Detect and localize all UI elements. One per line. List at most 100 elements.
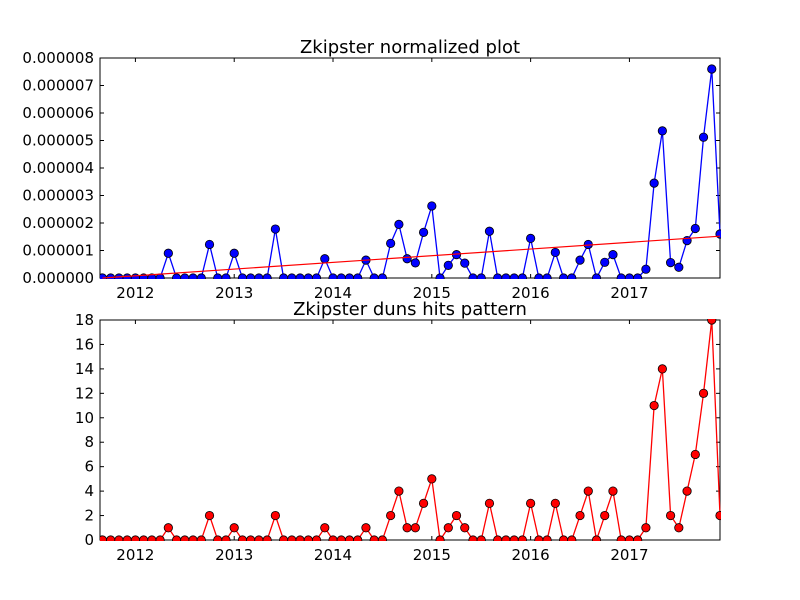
duns-y-tick-label: 12: [75, 384, 94, 402]
duns-data-point: [362, 524, 370, 532]
normalized-y-tick-label: 0.000008: [22, 49, 94, 67]
normalized-data-point: [370, 274, 378, 282]
normalized-data-point: [403, 255, 411, 263]
normalized-data-point: [535, 274, 543, 282]
duns-y-tick-label: 16: [75, 335, 94, 353]
normalized-data-point: [164, 249, 172, 257]
normalized-data-point: [666, 258, 674, 266]
duns-data-point: [502, 536, 510, 544]
duns-data-point: [205, 511, 213, 519]
duns-data-point: [535, 536, 543, 544]
duns-data-point: [197, 536, 205, 544]
duns-data-point: [107, 536, 115, 544]
normalized-data-point: [386, 239, 394, 247]
duns-data-point: [354, 536, 362, 544]
normalized-y-tick-label: 0.000001: [22, 242, 94, 260]
normalized-data-point: [568, 274, 576, 282]
duns-data-point: [386, 511, 394, 519]
normalized-data-point: [304, 274, 312, 282]
duns-data-point: [650, 401, 658, 409]
duns-data-point: [288, 536, 296, 544]
duns-y-tick-label: 0: [84, 531, 94, 549]
duns-data-point: [617, 536, 625, 544]
duns-data-point: [691, 450, 699, 458]
duns-data-point: [444, 524, 452, 532]
normalized-data-point: [691, 224, 699, 232]
duns-data-point: [576, 511, 584, 519]
duns-data-point: [642, 524, 650, 532]
duns-y-tick-label: 6: [84, 458, 94, 476]
normalized-data-point: [181, 274, 189, 282]
duns-data-point: [214, 536, 222, 544]
normalized-data-point: [650, 179, 658, 187]
normalized-data-point: [321, 255, 329, 263]
duns-data-point: [321, 524, 329, 532]
duns-data-point: [230, 524, 238, 532]
duns-data-point: [551, 499, 559, 507]
normalized-data-point: [395, 220, 403, 228]
normalized-data-point: [419, 228, 427, 236]
duns-data-point: [156, 536, 164, 544]
duns-data-point: [584, 487, 592, 495]
duns-data-point: [675, 524, 683, 532]
duns-data-point: [329, 536, 337, 544]
duns-y-tick-label: 8: [84, 433, 94, 451]
duns-hits-title: Zkipster duns hits pattern: [293, 299, 527, 320]
normalized-data-point: [601, 258, 609, 266]
normalized-data-point: [115, 274, 123, 282]
duns-x-tick-label: 2014: [314, 546, 352, 564]
normalized-data-point: [288, 274, 296, 282]
duns-data-point: [312, 536, 320, 544]
duns-data-point: [625, 536, 633, 544]
normalized-data-point: [617, 274, 625, 282]
normalized-data-point: [625, 274, 633, 282]
duns-data-point: [139, 536, 147, 544]
duns-data-point: [708, 316, 716, 324]
normalized-data-point: [518, 274, 526, 282]
normalized-x-tick-label: 2017: [610, 284, 648, 302]
duns-data-point: [568, 536, 576, 544]
duns-x-tick-label: 2013: [215, 546, 253, 564]
normalized-data-point: [551, 248, 559, 256]
normalized-plot-title: Zkipster normalized plot: [300, 37, 520, 58]
duns-hits-panel: 0246810121416182012 2013 2014 2015 2016 2017Z…: [75, 299, 724, 564]
normalized-y-tick-label: 0.000004: [22, 159, 94, 177]
normalized-data-point: [123, 274, 131, 282]
duns-data-point: [477, 536, 485, 544]
normalized-y-tick-label: 0.000006: [22, 104, 94, 122]
normalized-data-point: [279, 274, 287, 282]
normalized-data-point: [205, 240, 213, 248]
normalized-data-point: [238, 274, 246, 282]
duns-y-tick-label: 18: [75, 311, 94, 329]
duns-data-point: [543, 536, 551, 544]
duns-data-point: [345, 536, 353, 544]
normalized-data-point: [172, 274, 180, 282]
duns-data-point: [526, 499, 534, 507]
normalized-data-point: [222, 274, 230, 282]
duns-data-point: [633, 536, 641, 544]
normalized-data-point: [485, 227, 493, 235]
duns-data-point: [222, 536, 230, 544]
normalized-data-point: [378, 274, 386, 282]
normalized-data-point: [609, 250, 617, 258]
normalized-plot-panel: 0.000000 0.000001 0.000002 0.000003 0.000004…: [22, 37, 724, 302]
duns-data-point: [428, 475, 436, 483]
normalized-data-point: [592, 274, 600, 282]
normalized-data-point: [543, 274, 551, 282]
normalized-data-point: [354, 274, 362, 282]
duns-data-point: [189, 536, 197, 544]
duns-data-point: [469, 536, 477, 544]
normalized-series-line: [102, 69, 720, 278]
duns-y-tick-label: 4: [84, 482, 94, 500]
normalized-data-point: [337, 274, 345, 282]
duns-x-tick-label: 2015: [413, 546, 451, 564]
normalized-data-point: [411, 259, 419, 267]
duns-data-point: [510, 536, 518, 544]
duns-data-point: [131, 536, 139, 544]
normalized-data-point: [428, 202, 436, 210]
normalized-data-point: [642, 265, 650, 273]
normalized-x-tick-label: 2013: [215, 284, 253, 302]
duns-x-tick-label: 2012: [116, 546, 154, 564]
normalized-data-point: [296, 274, 304, 282]
